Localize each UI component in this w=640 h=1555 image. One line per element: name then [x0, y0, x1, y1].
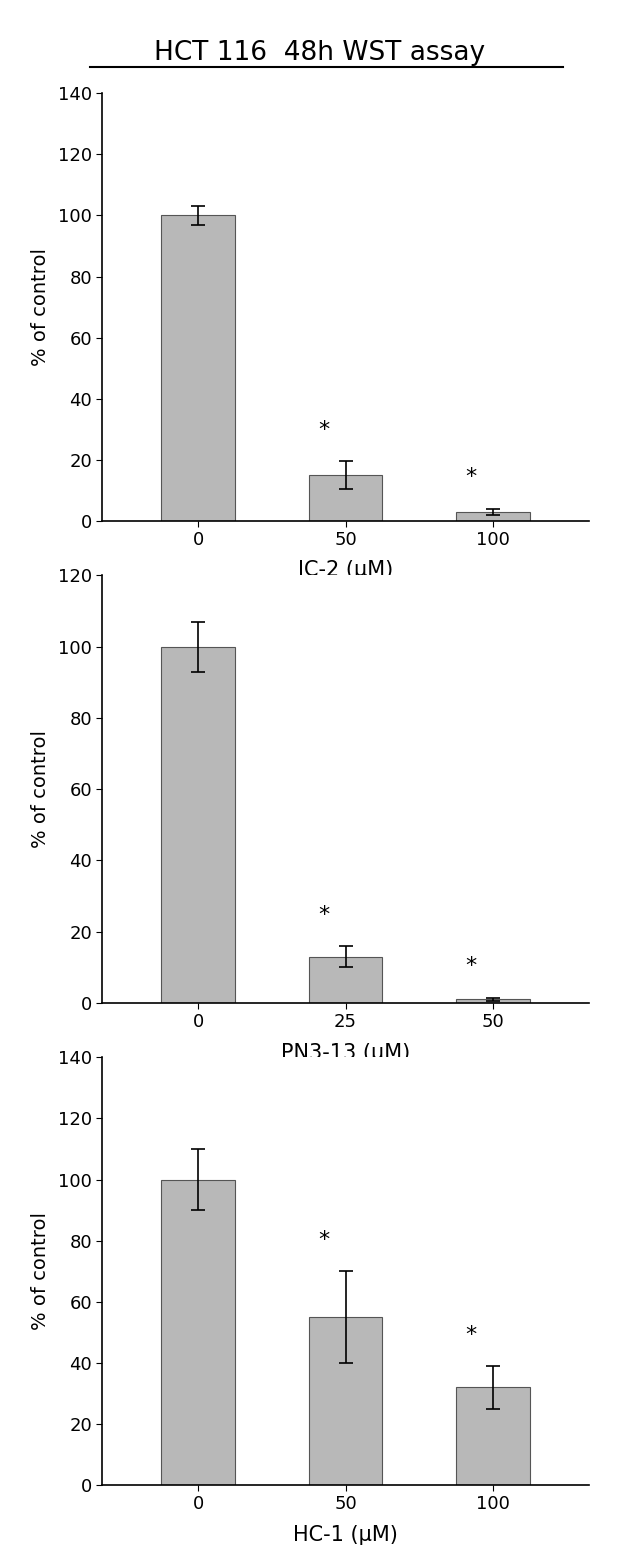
Text: *: * [465, 468, 477, 487]
Text: *: * [318, 420, 329, 440]
Bar [161, 216, 235, 521]
Y-axis label: % of control: % of control [31, 249, 49, 365]
X-axis label: HC-1 (μM): HC-1 (μM) [293, 1524, 398, 1544]
Y-axis label: % of control: % of control [31, 1213, 49, 1330]
Bar [161, 1180, 235, 1485]
Bar [308, 476, 383, 521]
X-axis label: IC-2 (μM): IC-2 (μM) [298, 560, 393, 580]
Bar [456, 1000, 530, 1003]
Bar [161, 647, 235, 1003]
Text: *: * [465, 1325, 477, 1345]
X-axis label: PN3-13 (μM): PN3-13 (μM) [281, 1042, 410, 1062]
Text: *: * [465, 956, 477, 977]
Bar [456, 512, 530, 521]
Text: *: * [318, 1230, 329, 1250]
Y-axis label: % of control: % of control [31, 731, 49, 847]
Bar [308, 1317, 383, 1485]
Text: *: * [318, 905, 329, 925]
Bar [308, 956, 383, 1003]
Text: HCT 116  48h WST assay: HCT 116 48h WST assay [154, 40, 486, 67]
Bar [456, 1387, 530, 1485]
